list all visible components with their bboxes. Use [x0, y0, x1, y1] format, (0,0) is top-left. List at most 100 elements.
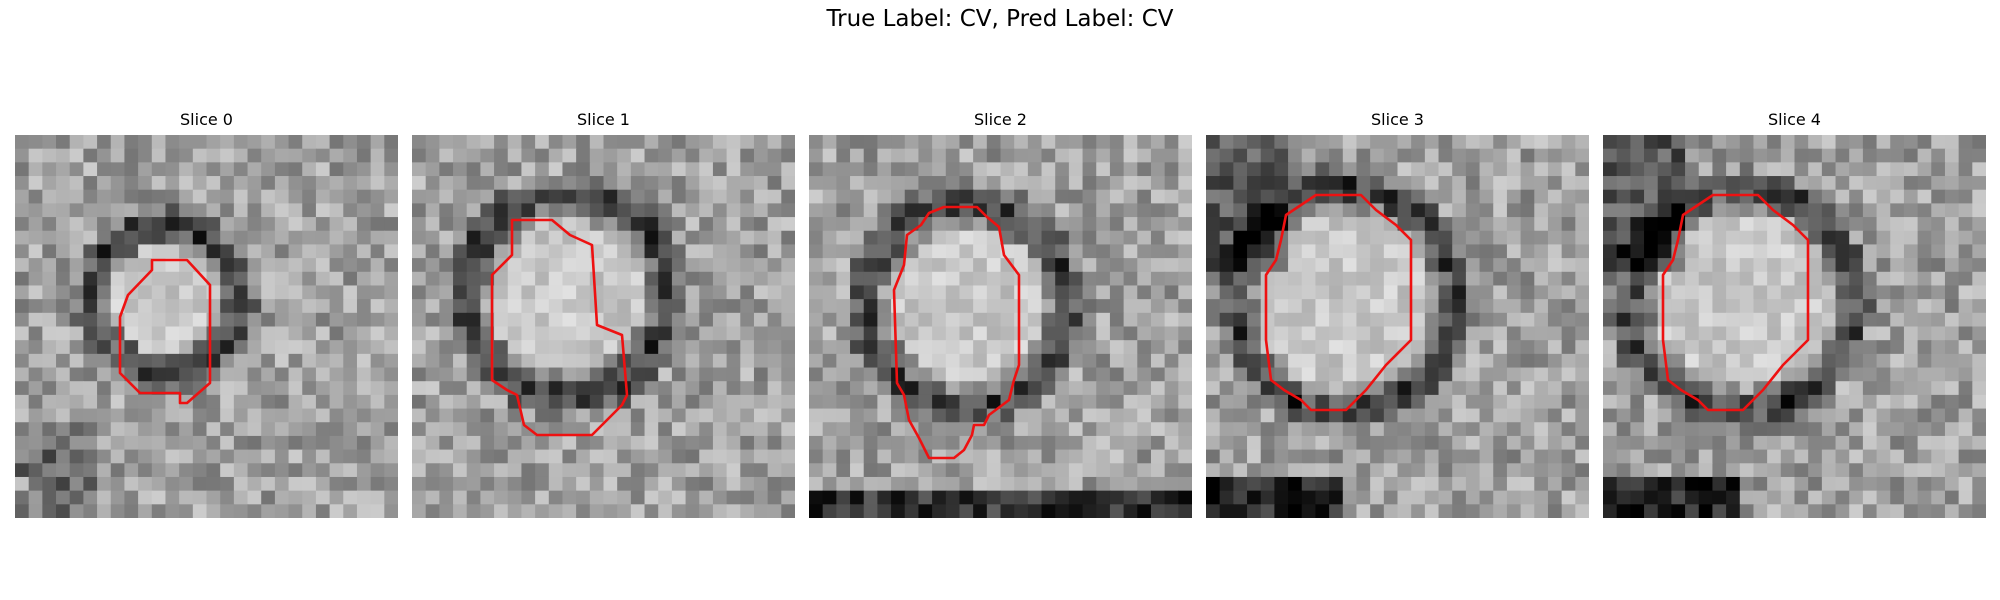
image-pixel: [712, 463, 728, 478]
image-pixel: [1931, 449, 1946, 464]
image-pixel: [247, 394, 262, 410]
image-pixel: [562, 312, 577, 328]
image-pixel: [384, 394, 398, 410]
image-pixel: [1109, 230, 1125, 246]
image-pixel: [535, 299, 550, 314]
image-pixel: [1876, 217, 1891, 232]
image-pixel: [822, 148, 837, 163]
image-pixel: [1821, 271, 1837, 287]
image-pixel: [959, 326, 974, 341]
image-pixel: [863, 353, 878, 369]
image-pixel: [1903, 353, 1919, 369]
image-pixel: [1027, 271, 1043, 287]
image-pixel: [261, 435, 276, 451]
image-pixel: [1753, 176, 1768, 191]
image-pixel: [1438, 285, 1453, 300]
image-pixel: [1000, 504, 1015, 518]
image-pixel: [1753, 422, 1768, 437]
image-pixel: [1780, 490, 1796, 505]
image-pixel: [1534, 285, 1549, 300]
image-pixel: [1849, 230, 1864, 246]
image-pixel: [1767, 326, 1782, 341]
image-pixel: [453, 463, 468, 478]
image-pixel: [206, 340, 221, 355]
image-pixel: [1164, 422, 1179, 437]
image-pixel: [412, 353, 427, 369]
image-pixel: [1616, 340, 1631, 355]
image-pixel: [1972, 203, 1986, 218]
image-pixel: [1493, 504, 1508, 518]
image-pixel: [1260, 476, 1275, 492]
image-pixel: [986, 490, 1002, 505]
image-pixel: [110, 463, 126, 478]
image-pixel: [370, 449, 385, 464]
image-pixel: [767, 463, 782, 478]
image-pixel: [1329, 353, 1344, 369]
image-pixel: [220, 230, 235, 246]
image-pixel: [1109, 244, 1125, 259]
image-pixel: [1630, 217, 1645, 232]
image-pixel: [220, 490, 235, 505]
image-pixel: [1233, 148, 1248, 163]
image-pixel: [28, 394, 43, 410]
image-pixel: [753, 271, 769, 287]
image-pixel: [1821, 326, 1837, 341]
image-pixel: [1178, 463, 1192, 478]
image-pixel: [781, 162, 795, 177]
image-pixel: [822, 463, 837, 478]
image-pixel: [767, 353, 782, 369]
image-pixel: [1233, 258, 1248, 273]
image-pixel: [1014, 394, 1029, 410]
image-pixel: [658, 340, 673, 355]
image-pixel: [261, 326, 276, 341]
image-pixel: [1493, 244, 1508, 259]
image-pixel: [1424, 312, 1440, 328]
image-pixel: [69, 312, 84, 328]
image-pixel: [1164, 367, 1179, 382]
image-pixel: [494, 244, 509, 259]
image-pixel: [658, 203, 673, 218]
image-pixel: [1465, 162, 1481, 177]
image-pixel: [1753, 490, 1768, 505]
image-pixel: [1123, 230, 1138, 246]
image-pixel: [1849, 394, 1864, 410]
image-pixel: [809, 394, 824, 410]
image-pixel: [1547, 230, 1563, 246]
image-pixel: [685, 422, 700, 437]
image-pixel: [740, 463, 755, 478]
image-pixel: [945, 203, 961, 218]
image-pixel: [302, 244, 317, 259]
image-pixel: [781, 408, 795, 423]
image-pixel: [1534, 463, 1549, 478]
image-pixel: [1301, 148, 1317, 163]
image-pixel: [836, 449, 851, 464]
image-pixel: [165, 176, 180, 191]
image-pixel: [247, 271, 262, 287]
image-pixel: [1944, 299, 1960, 314]
image-pixel: [28, 162, 43, 177]
image-pixel: [1370, 162, 1385, 177]
image-pixel: [356, 271, 372, 287]
image-pixel: [453, 381, 468, 396]
image-pixel: [1917, 203, 1932, 218]
image-pixel: [809, 244, 824, 259]
image-pixel: [1452, 504, 1467, 518]
image-pixel: [343, 189, 358, 204]
image-pixel: [261, 258, 276, 273]
image-pixel: [507, 490, 523, 505]
image-pixel: [1520, 176, 1535, 191]
image-pixel: [1082, 230, 1097, 246]
image-pixel: [453, 326, 468, 341]
image-pixel: [1616, 490, 1631, 505]
image-pixel: [1753, 135, 1768, 150]
image-pixel: [658, 408, 673, 423]
image-pixel: [1000, 422, 1015, 437]
image-pixel: [1219, 271, 1234, 287]
image-pixel: [1616, 381, 1631, 396]
image-pixel: [1493, 271, 1508, 287]
image-pixel: [932, 435, 947, 451]
image-pixel: [863, 422, 878, 437]
image-pixel: [124, 203, 139, 218]
image-pixel: [233, 312, 249, 328]
image-pixel: [1862, 435, 1878, 451]
